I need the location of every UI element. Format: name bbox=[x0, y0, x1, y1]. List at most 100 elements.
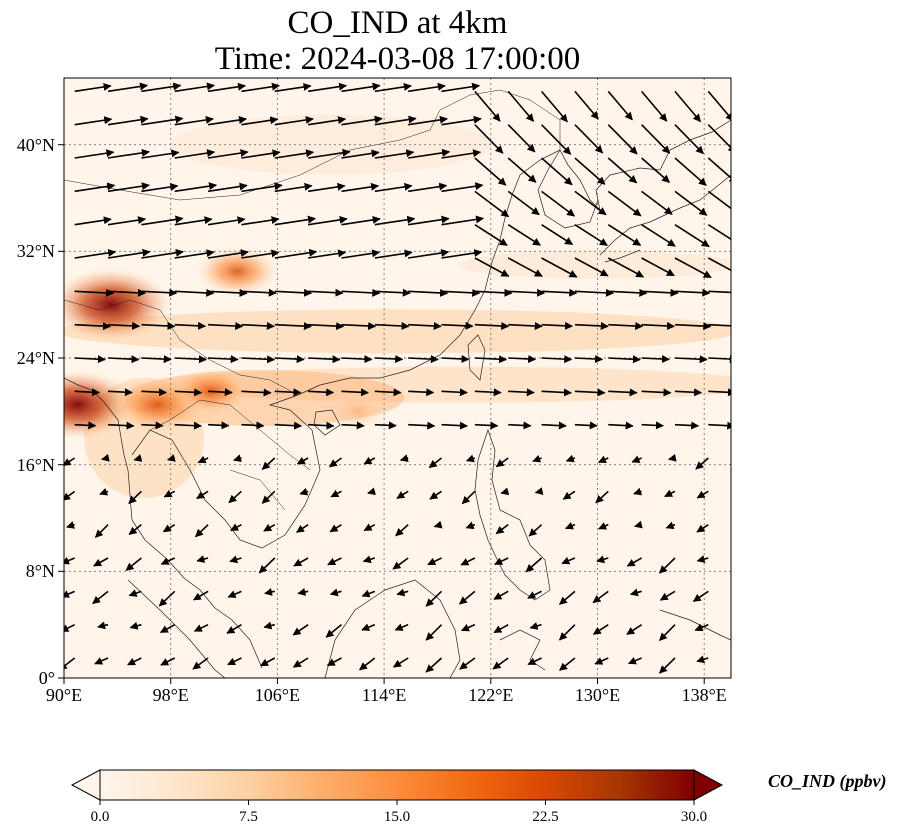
wind-arrow bbox=[174, 115, 214, 126]
wind-arrow bbox=[641, 421, 664, 430]
wind-arrow bbox=[308, 388, 335, 397]
wind-arrow bbox=[66, 521, 75, 529]
wind-arrow bbox=[167, 454, 176, 462]
x-tick-label: 98°E bbox=[153, 685, 189, 705]
wind-arrow bbox=[668, 453, 677, 462]
wind-arrow bbox=[596, 555, 609, 564]
wind-arrow bbox=[408, 215, 450, 226]
wind-arrow bbox=[395, 524, 409, 537]
wind-arrow bbox=[99, 487, 109, 496]
wind-arrow bbox=[94, 524, 109, 538]
wind-arrow bbox=[160, 557, 176, 565]
colorbar-tick-label: 0.0 bbox=[91, 809, 110, 825]
wind-arrow bbox=[128, 524, 142, 536]
colorbar-tick-label: 7.5 bbox=[239, 809, 258, 825]
wind-arrow bbox=[308, 421, 335, 430]
wind-arrow bbox=[574, 90, 599, 120]
wind-arrow bbox=[425, 624, 443, 641]
wind-arrow bbox=[707, 257, 731, 272]
wind-arrow bbox=[341, 388, 369, 397]
wind-arrow bbox=[607, 190, 642, 217]
wind-arrow bbox=[474, 321, 510, 330]
wind-arrow bbox=[696, 655, 709, 664]
wind-arrow bbox=[74, 388, 100, 397]
wind-arrow bbox=[541, 355, 573, 364]
wind-arrow bbox=[158, 590, 176, 607]
wind-arrow bbox=[107, 288, 146, 297]
wind-arrow bbox=[367, 487, 376, 496]
wind-arrow bbox=[374, 288, 411, 297]
x-tick-label: 122°E bbox=[468, 685, 513, 705]
wind-arrow bbox=[408, 82, 446, 93]
wind-arrow bbox=[341, 182, 380, 193]
wind-arrow bbox=[507, 90, 535, 122]
wind-arrow bbox=[308, 322, 345, 331]
wind-arrow bbox=[565, 522, 576, 530]
wind-arrow bbox=[174, 249, 215, 259]
wind-arrow bbox=[274, 355, 305, 364]
wind-arrow bbox=[565, 454, 576, 463]
wind-arrow bbox=[141, 149, 180, 159]
wind-arrow bbox=[396, 490, 409, 499]
wind-arrow bbox=[207, 182, 248, 193]
y-tick-label: 0° bbox=[39, 668, 55, 688]
colorbar: 0.0 7.5 15.0 22.5 30.0 bbox=[70, 769, 724, 825]
wind-arrow bbox=[574, 157, 606, 185]
wind-arrow bbox=[192, 657, 209, 670]
wind-arrow bbox=[708, 355, 731, 364]
wind-arrow bbox=[107, 321, 141, 330]
wind-arrow bbox=[674, 190, 708, 216]
y-tick-label: 40°N bbox=[17, 135, 55, 155]
y-tick-label: 8°N bbox=[26, 561, 55, 581]
wind-arrow bbox=[363, 456, 376, 465]
wind-arrow bbox=[174, 288, 215, 297]
wind-arrow bbox=[408, 288, 449, 297]
wind-arrow bbox=[441, 355, 470, 363]
wind-arrow bbox=[659, 557, 676, 574]
wind-arrow bbox=[92, 590, 109, 605]
wind-arrow bbox=[308, 82, 348, 93]
wind-arrow bbox=[664, 489, 676, 498]
wind-arrow bbox=[674, 421, 700, 430]
wind-arrow bbox=[541, 257, 578, 278]
plume-band bbox=[457, 250, 731, 279]
wind-arrow bbox=[341, 355, 373, 364]
wind-arrow bbox=[374, 115, 417, 126]
wind-arrow bbox=[329, 523, 342, 533]
wind-arrow bbox=[107, 421, 135, 430]
wind-arrow bbox=[128, 589, 142, 597]
wind-arrow bbox=[708, 323, 731, 327]
wind-arrow bbox=[532, 454, 542, 463]
wind-arrow bbox=[241, 421, 265, 430]
wind-arrow bbox=[527, 590, 542, 599]
wind-arrow bbox=[459, 657, 476, 670]
wind-arrow bbox=[598, 522, 609, 530]
wind-arrow bbox=[541, 223, 574, 246]
wind-arrow bbox=[433, 520, 443, 529]
japan-coastline bbox=[599, 174, 731, 263]
wind-arrow bbox=[694, 623, 709, 632]
wind-arrow bbox=[665, 521, 676, 530]
wind-arrow bbox=[574, 223, 608, 247]
wind-arrow bbox=[707, 157, 731, 184]
wind-arrow bbox=[674, 223, 710, 248]
philippines-coastline bbox=[474, 428, 551, 601]
wind-arrow bbox=[441, 149, 482, 159]
wind-arrow bbox=[207, 116, 247, 126]
wind-arrow bbox=[64, 490, 76, 501]
wind-arrow bbox=[474, 355, 508, 364]
co-hotspot bbox=[196, 246, 279, 296]
wind-arrow bbox=[608, 322, 644, 331]
colorbar-ramp bbox=[99, 769, 695, 801]
wind-arrow bbox=[559, 657, 576, 671]
wind-arrow bbox=[196, 555, 209, 563]
wind-arrow bbox=[608, 421, 634, 430]
wind-arrow bbox=[174, 421, 202, 430]
wind-arrow bbox=[261, 457, 276, 470]
wind-arrow bbox=[465, 521, 476, 530]
wind-arrow bbox=[241, 355, 276, 364]
wind-arrow bbox=[674, 322, 712, 331]
wind-arrow bbox=[361, 589, 376, 598]
y-tick-labels: 0° 8°N 16°N 24°N 32°N 40°N bbox=[17, 135, 55, 688]
wind-arrow bbox=[465, 454, 476, 463]
